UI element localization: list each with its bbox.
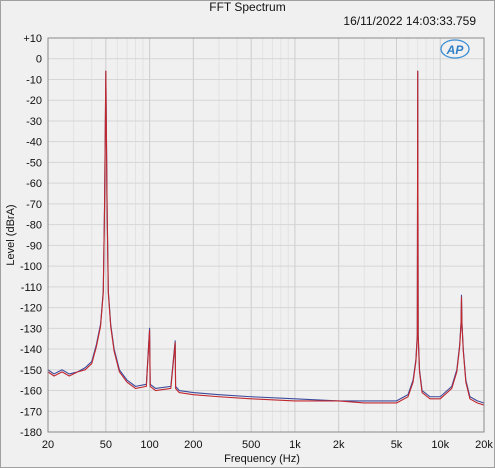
x-tick-label: 5k [391,439,403,451]
grid [47,37,485,433]
y-tick-label: 0 [36,54,42,66]
y-tick-label: -140 [20,344,42,356]
y-tick-label: -150 [20,365,42,377]
ap-logo-text: AP [446,43,465,57]
y-tick-label: -80 [26,220,42,232]
y-tick-label: -10 [26,74,42,86]
y-tick-label: -170 [20,406,42,418]
y-tick-label: -30 [26,116,42,128]
x-tick-label: 50 [100,439,112,451]
timestamp: 16/11/2022 14:03:33.759 [343,14,476,28]
series-layer [47,70,485,406]
y-tick-label: -20 [26,95,42,107]
y-tick-label: -120 [20,303,42,315]
chart-title: FFT Spectrum [209,0,286,14]
y-tick-label: +10 [23,33,42,45]
ap-logo-icon: AP [440,39,470,59]
y-tick-label: -180 [20,427,42,439]
y-tick-label: -50 [26,157,42,169]
x-tick-label: 500 [242,439,260,451]
x-tick-label: 200 [184,439,202,451]
x-tick-label: 20k [475,439,493,451]
x-axis-title: Frequency (Hz) [224,453,300,465]
y-tick-label: -110 [21,282,42,294]
plot-area [47,37,485,433]
y-tick-label: -100 [20,261,42,273]
y-tick-label: -160 [20,386,42,398]
series-line-2 [47,70,485,406]
y-axis-title: Level (dBrA) [5,204,17,265]
y-tick-label: -130 [20,323,42,335]
y-tick-label: -90 [26,240,42,252]
x-tick-label: 2k [333,439,345,451]
x-tick-label: 1k [289,439,301,451]
tick-labels: +10 0 -10 -20 -30 -40 -50 -60 -70 -80 -90 -100 -110 -… [20,33,493,451]
x-tick-label: 10k [431,439,449,451]
x-tick-label: 100 [140,439,158,451]
x-tick-label: 20 [42,439,54,451]
y-tick-label: -60 [26,178,42,190]
y-tick-label: -40 [26,137,42,149]
y-tick-label: -70 [26,199,42,211]
